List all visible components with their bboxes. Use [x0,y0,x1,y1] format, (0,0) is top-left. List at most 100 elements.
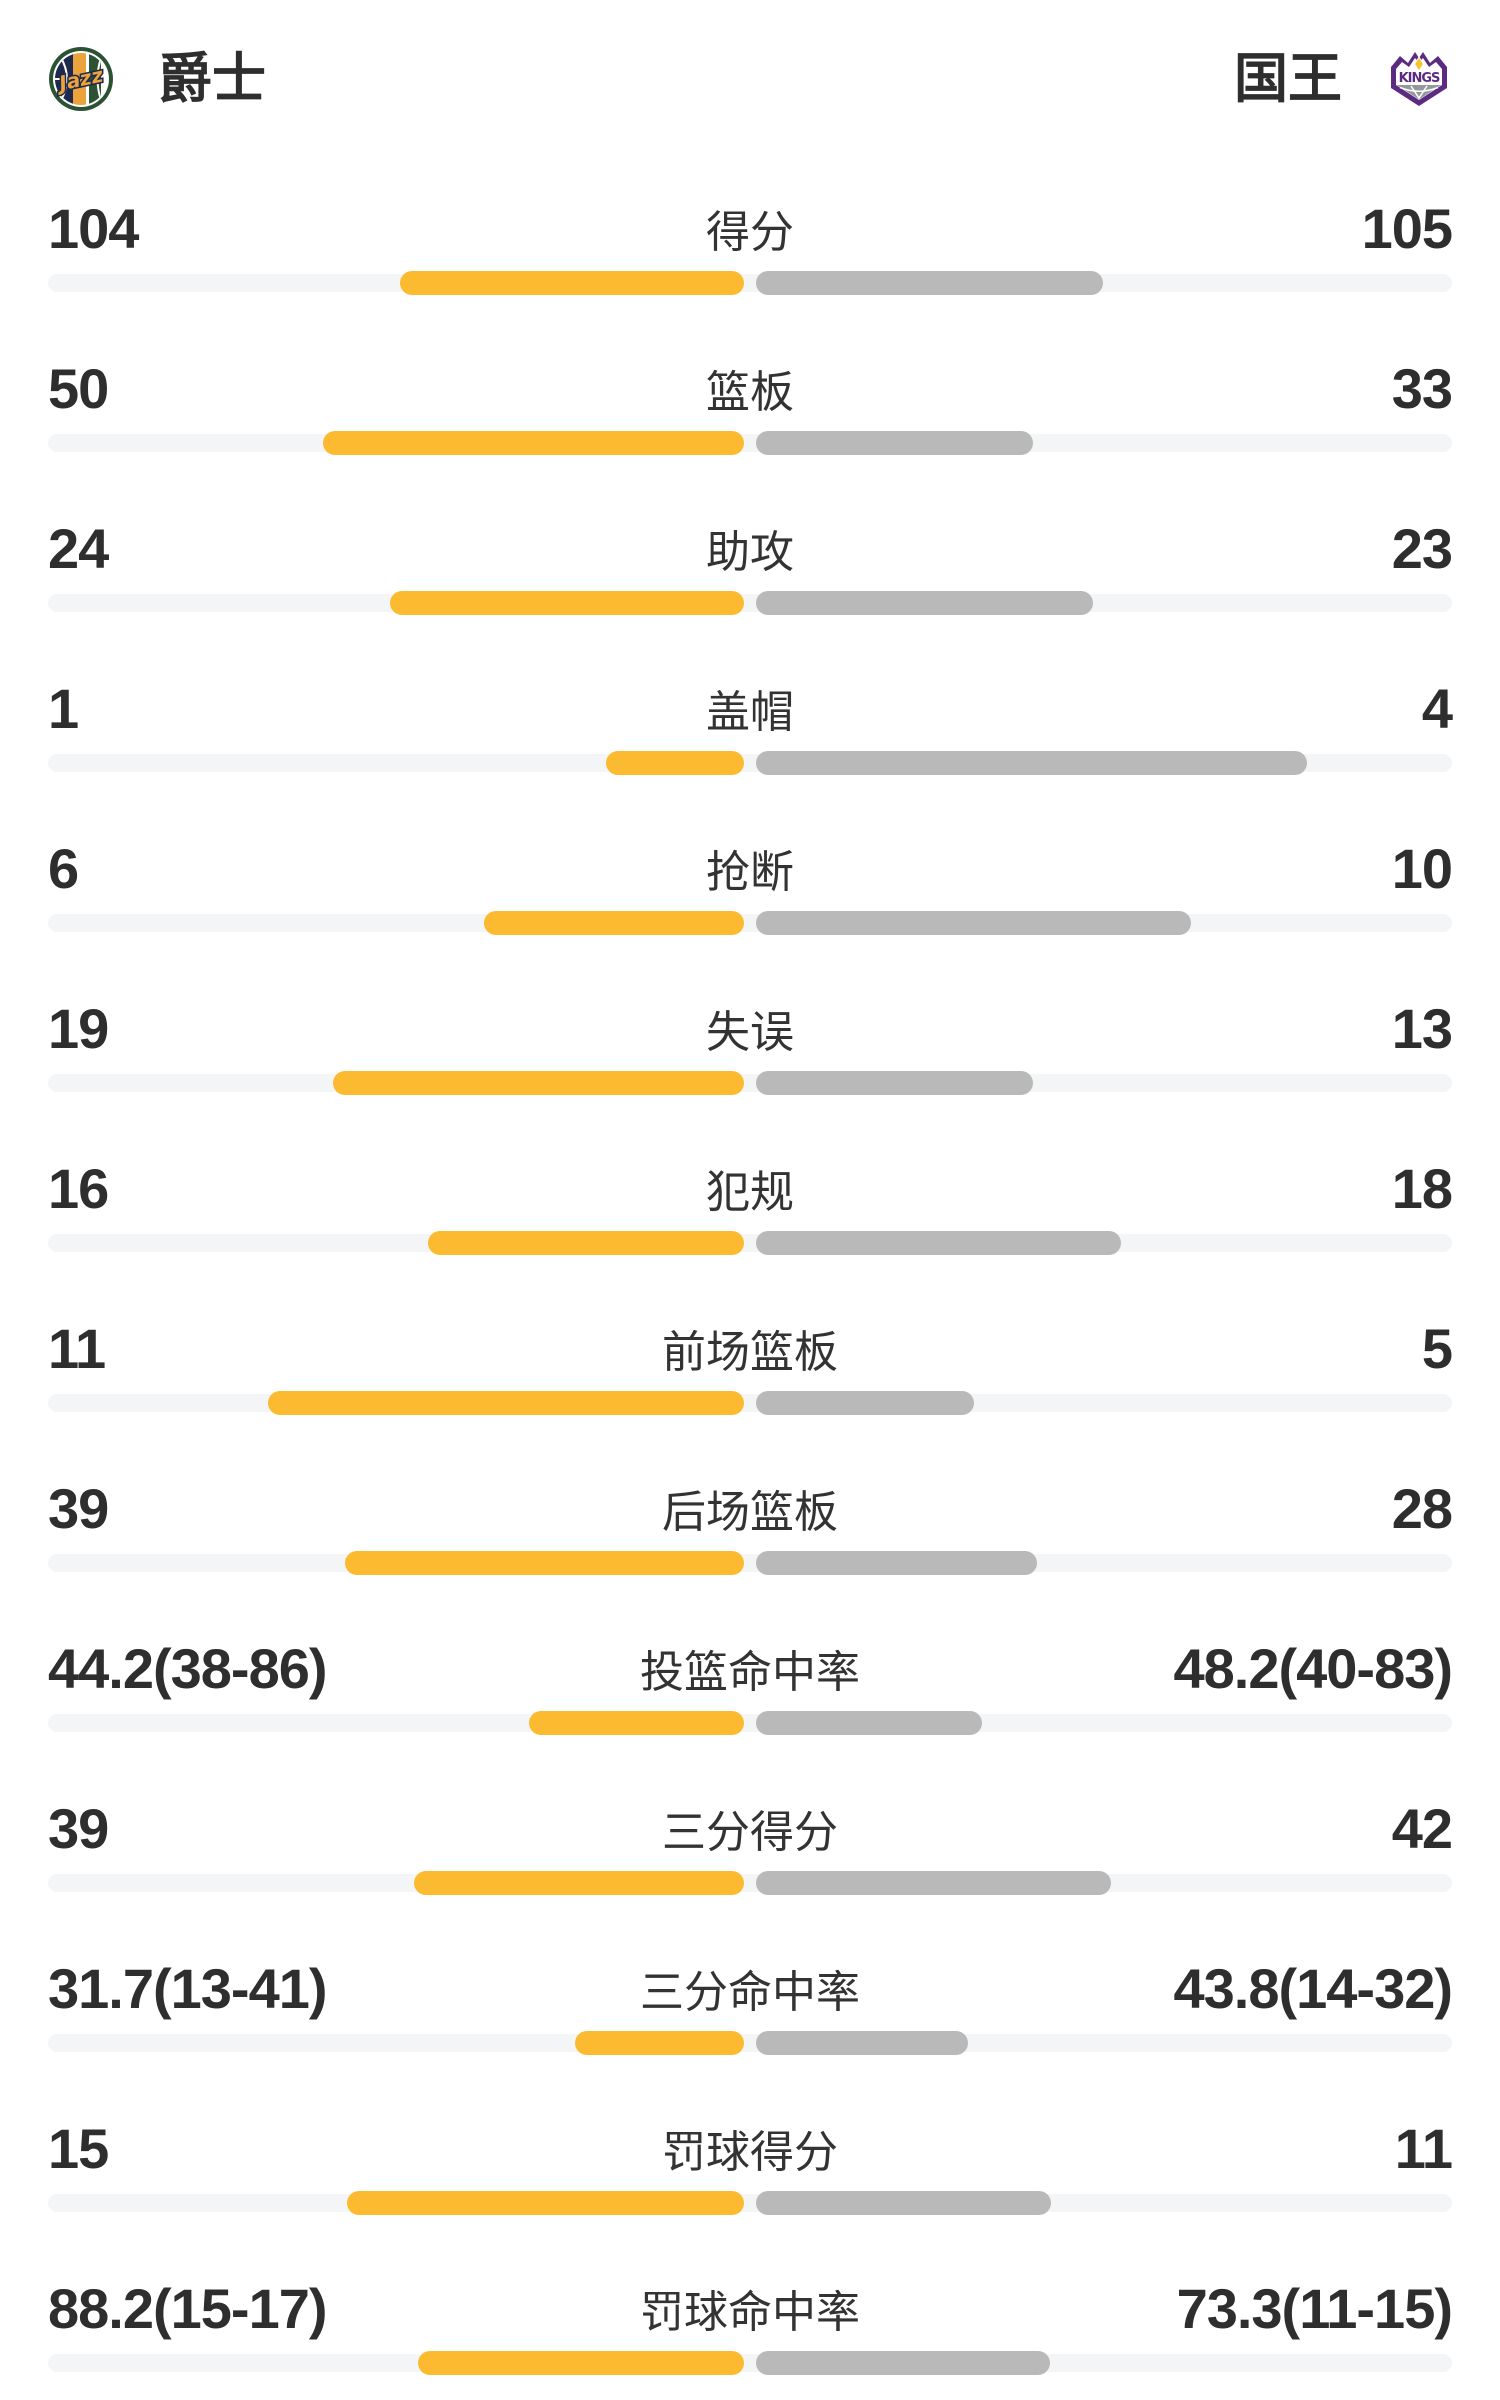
away-bar [756,1071,1034,1095]
home-value: 44.2(38-86) [48,1636,328,1700]
away-value: 5 [1421,1316,1453,1380]
home-value: 88.2(15-17) [48,2276,328,2340]
home-value: 1 [48,676,79,740]
bar-track [48,434,1452,452]
home-value: 11 [48,1316,106,1380]
stat-label: 三分得分 [662,1808,838,1857]
stat-row: 31.7(13-41) 三分命中率 43.8(14-32) [48,1910,1453,2070]
stat-bar-line [48,2191,1452,2215]
stat-row-text: 15 罚球得分 11 [48,2116,1453,2180]
stat-row: 39 后场篮板 28 [48,1430,1453,1590]
stat-row-text: 88.2(15-17) 罚球命中率 73.3(11-15) [48,2276,1453,2340]
stats-list: 104 得分 105 50 篮板 33 24 助攻 23 [48,150,1453,2390]
stat-bar-line [48,911,1452,935]
bar-track [48,1554,1452,1572]
home-value: 19 [48,996,109,1060]
away-bar [756,1391,974,1415]
stat-bar-line [48,1231,1452,1255]
home-bar [529,1711,744,1735]
home-value: 6 [48,836,79,900]
home-bar [574,2031,744,2055]
stat-bar-line [48,2351,1452,2375]
stat-row: 44.2(38-86) 投篮命中率 48.2(40-83) [48,1590,1453,1750]
stat-row: 24 助攻 23 [48,470,1453,630]
stat-row-text: 11 前场篮板 5 [48,1316,1453,1380]
bar-track [48,2354,1452,2372]
stat-row: 104 得分 105 [48,150,1453,310]
away-value: 33 [1391,356,1453,420]
stat-bar-line [48,1071,1452,1095]
home-value: 50 [48,356,109,420]
stat-label: 后场篮板 [662,1488,838,1537]
away-value: 18 [1391,1156,1453,1220]
stat-bar-line [48,1391,1452,1415]
home-bar [345,1551,744,1575]
home-value: 16 [48,1156,109,1220]
away-bar [756,591,1093,615]
away-bar [756,2031,968,2055]
home-value: 24 [48,516,109,580]
stat-row: 88.2(15-17) 罚球命中率 73.3(11-15) [48,2230,1453,2390]
stat-row-text: 16 犯规 18 [48,1156,1453,1220]
away-bar [756,1551,1037,1575]
stat-row: 16 犯规 18 [48,1110,1453,1270]
away-value: 48.2(40-83) [1173,1636,1453,1700]
stat-row-text: 6 抢断 10 [48,836,1453,900]
away-team-name: 国王 [1234,49,1342,109]
stat-label: 罚球得分 [662,2128,838,2177]
home-bar [418,2351,744,2375]
home-value: 104 [48,196,139,260]
home-bar [605,751,744,775]
stat-row: 6 抢断 10 [48,790,1453,950]
away-value: 105 [1361,196,1453,260]
away-bar [756,2351,1051,2375]
away-bar [756,271,1104,295]
bar-track [48,1234,1452,1252]
svg-text:KINGS: KINGS [1399,71,1440,86]
stat-bar-line [48,431,1452,455]
away-value: 43.8(14-32) [1173,1956,1453,2020]
home-value: 31.7(13-41) [48,1956,328,2020]
away-value: 28 [1391,1476,1453,1540]
away-team: KINGS 国王 [1234,44,1452,114]
away-bar [756,1711,983,1735]
bar-track [48,1714,1452,1732]
bar-track [48,1074,1452,1092]
home-value: 39 [48,1796,109,1860]
stat-label: 三分命中率 [640,1968,860,2017]
stat-row: 1 盖帽 4 [48,630,1453,790]
stat-row-text: 19 失误 13 [48,996,1453,1060]
stat-row: 39 三分得分 42 [48,1750,1453,1910]
away-value: 4 [1421,676,1453,740]
stat-bar-line [48,751,1452,775]
home-bar [268,1391,744,1415]
stat-label: 失误 [706,1008,794,1057]
away-value: 42 [1391,1796,1453,1860]
bar-track [48,1394,1452,1412]
stat-label: 抢断 [706,848,794,897]
stat-label: 盖帽 [706,688,794,737]
stat-label: 助攻 [706,528,794,577]
bar-track [48,594,1452,612]
bar-track [48,274,1452,292]
away-bar [756,1871,1111,1895]
stat-bar-line [48,1551,1452,1575]
stat-row: 15 罚球得分 11 [48,2070,1453,2230]
away-value: 23 [1391,516,1453,580]
bar-track [48,2034,1452,2052]
stat-row-text: 39 后场篮板 28 [48,1476,1453,1540]
header: Jazz 爵士 KINGS 国王 [48,0,1452,114]
stat-label: 犯规 [706,1168,794,1217]
home-bar [484,911,744,935]
bar-track [48,2194,1452,2212]
away-bar [756,911,1192,935]
stat-row-text: 39 三分得分 42 [48,1796,1453,1860]
away-bar [756,431,1034,455]
stat-bar-line [48,591,1452,615]
home-bar [333,1071,744,1095]
home-value: 39 [48,1476,109,1540]
stat-row-text: 24 助攻 23 [48,516,1453,580]
jazz-logo-icon: Jazz [49,47,113,111]
away-value: 13 [1391,996,1453,1060]
